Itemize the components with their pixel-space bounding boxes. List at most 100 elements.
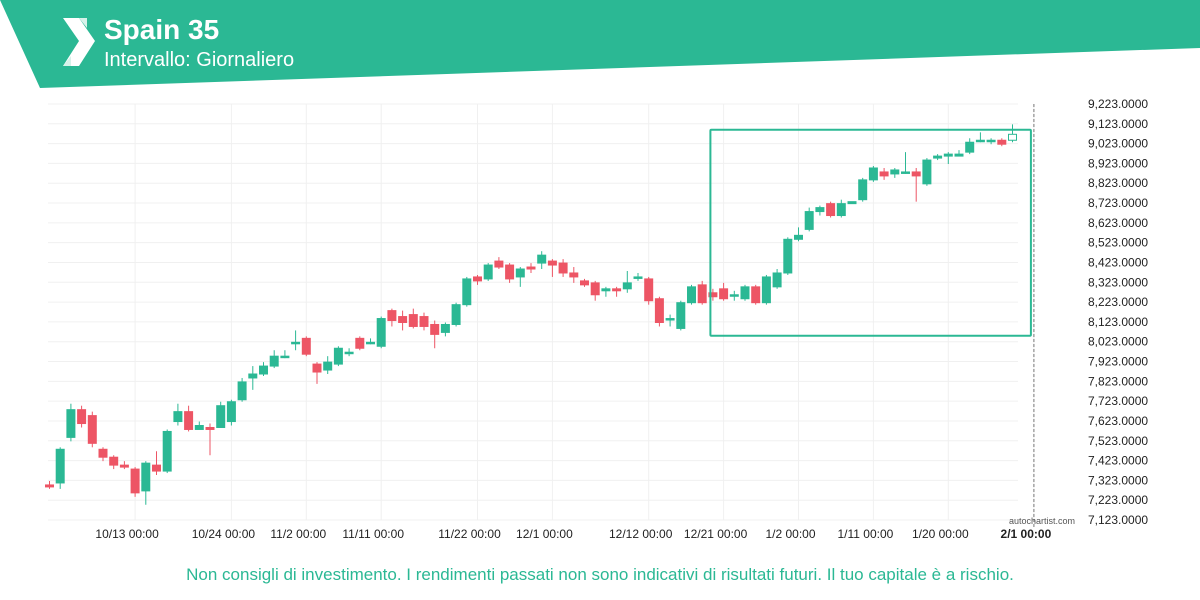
- candle-body: [291, 341, 301, 345]
- candle-body: [430, 323, 440, 335]
- y-tick-label: 9,123.0000: [1088, 117, 1148, 131]
- candle-body: [130, 468, 140, 494]
- candle-body: [804, 211, 814, 230]
- candle-body: [387, 310, 397, 322]
- candle-body: [708, 292, 718, 298]
- y-tick-label: 7,723.0000: [1088, 394, 1148, 408]
- candle-body: [494, 260, 504, 268]
- candle-body: [162, 430, 172, 472]
- candle-body: [740, 286, 750, 300]
- candle-body: [333, 347, 343, 365]
- header-banner: [0, 0, 1200, 88]
- candle-body: [141, 462, 151, 492]
- candle-body: [836, 203, 846, 217]
- candle-body: [644, 278, 654, 302]
- y-tick-label: 7,823.0000: [1088, 374, 1148, 388]
- candle-body: [590, 282, 600, 296]
- y-tick-label: 7,623.0000: [1088, 414, 1148, 428]
- candle-body: [1008, 133, 1017, 141]
- risk-disclaimer: Non consigli di investimento. I rendimen…: [186, 565, 1014, 584]
- candle-body: [547, 260, 557, 266]
- candle-body: [323, 361, 333, 371]
- candle-body: [847, 201, 857, 205]
- candle-body: [226, 401, 236, 423]
- candle-body: [569, 272, 579, 278]
- candle-body: [440, 323, 450, 333]
- y-tick-label: 9,223.0000: [1088, 97, 1148, 111]
- candle-body: [826, 203, 836, 217]
- y-tick-label: 7,423.0000: [1088, 454, 1148, 468]
- candle-body: [933, 155, 943, 159]
- y-tick-label: 7,123.0000: [1088, 513, 1148, 527]
- candle-body: [301, 337, 311, 355]
- x-tick-label: 11/22 00:00: [438, 527, 501, 541]
- page-title: Spain 35: [104, 14, 220, 45]
- interval-subtitle: Intervallo: Giornaliero: [104, 49, 295, 71]
- banner-background: [0, 0, 1200, 88]
- autochartist-logo: [63, 18, 95, 66]
- candle-body: [344, 351, 354, 355]
- x-tick-label: 1/2 00:00: [765, 527, 815, 541]
- candle-body: [237, 381, 247, 401]
- y-tick-label: 7,323.0000: [1088, 473, 1148, 487]
- y-tick-label: 7,523.0000: [1088, 434, 1148, 448]
- y-tick-label: 8,823.0000: [1088, 176, 1148, 190]
- candle-body: [729, 294, 739, 297]
- x-tick-label: 1/20 00:00: [912, 527, 969, 541]
- candle-body: [66, 409, 76, 438]
- candle-body: [216, 405, 226, 428]
- candle-body: [911, 171, 921, 177]
- candle-body: [451, 304, 461, 325]
- y-tick-label: 8,323.0000: [1088, 275, 1148, 289]
- y-tick-label: 7,923.0000: [1088, 355, 1148, 369]
- y-tick-label: 8,723.0000: [1088, 196, 1148, 210]
- candle-body: [376, 318, 386, 347]
- candle-body: [794, 234, 803, 240]
- candle-body: [697, 284, 707, 304]
- candle-body: [77, 409, 87, 425]
- candle-body: [109, 456, 119, 466]
- watermark: autochartist.com: [1009, 516, 1075, 526]
- candle-body: [87, 415, 97, 444]
- x-tick-label: 12/12 00:00: [609, 527, 673, 541]
- candle-body: [483, 264, 493, 280]
- candle-body: [184, 411, 194, 430]
- y-tick-label: 9,023.0000: [1088, 137, 1148, 151]
- candle-body: [890, 169, 900, 175]
- candle-body: [997, 139, 1007, 145]
- y-tick-label: 8,923.0000: [1088, 156, 1148, 170]
- candle-body: [312, 363, 322, 373]
- candle-body: [194, 425, 204, 430]
- x-tick-label: 11/2 00:00: [270, 527, 326, 541]
- candle-body: [901, 171, 910, 174]
- candle-body: [633, 276, 643, 279]
- candle-body: [858, 179, 868, 201]
- candle-body: [687, 286, 696, 304]
- y-tick-label: 8,623.0000: [1088, 216, 1148, 230]
- candle-body: [868, 167, 878, 181]
- candle-body: [922, 159, 932, 185]
- candle-body: [719, 288, 729, 300]
- candle-body: [515, 268, 525, 278]
- candle-body: [965, 141, 975, 153]
- candle-body: [398, 316, 408, 323]
- candle-body: [580, 280, 589, 286]
- candle-body: [269, 355, 279, 367]
- y-tick-label: 7,223.0000: [1088, 493, 1148, 507]
- candle-body: [119, 464, 129, 468]
- candle-body: [152, 464, 161, 472]
- x-tick-label: 12/21 00:00: [684, 527, 748, 541]
- candle-body: [943, 153, 953, 157]
- candle-body: [975, 139, 985, 143]
- x-tick-label: 1/11 00:00: [837, 527, 893, 541]
- candle-body: [280, 355, 290, 359]
- candle-body: [55, 448, 65, 484]
- candle-body: [751, 286, 761, 304]
- x-tick-label: 12/1 00:00: [516, 527, 573, 541]
- x-tick-label: 11/11 00:00: [342, 527, 404, 541]
- candle-body: [526, 266, 536, 270]
- candlestick-chart: 9,223.0000 9,123.0000 9,023.0000 8,923.0000…: [45, 97, 1148, 541]
- candle-body: [173, 411, 183, 423]
- candle-body: [665, 318, 675, 321]
- candle-body: [473, 276, 482, 282]
